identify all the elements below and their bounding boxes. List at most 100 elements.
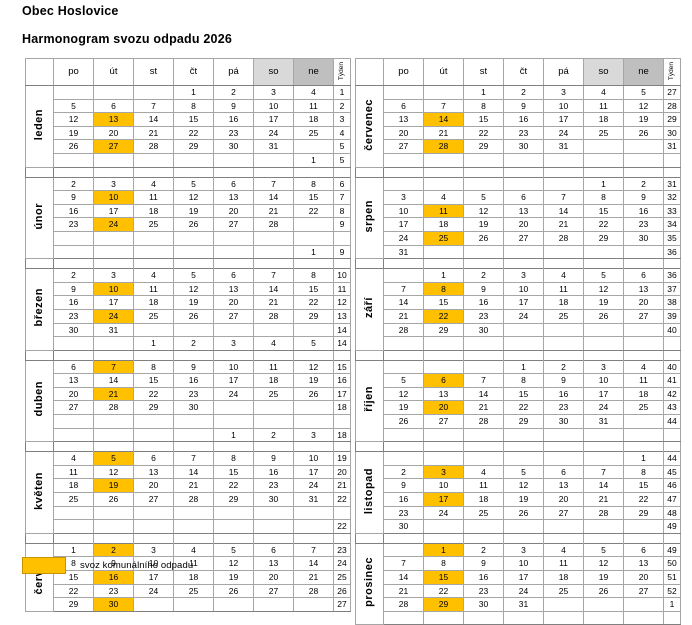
day-cell[interactable]: 29: [623, 505, 664, 521]
day-cell[interactable]: 3: [293, 427, 334, 443]
day-cell[interactable]: 28: [543, 230, 584, 246]
day-cell[interactable]: 9: [623, 190, 664, 205]
day-cell[interactable]: 21: [253, 203, 294, 219]
day-cell[interactable]: 25: [463, 505, 504, 521]
day-cell[interactable]: 1: [623, 451, 664, 466]
day-cell[interactable]: 6: [623, 542, 664, 558]
day-cell[interactable]: 10: [583, 373, 624, 388]
day-cell[interactable]: 10: [383, 203, 424, 219]
day-cell[interactable]: 5: [623, 85, 664, 100]
day-cell[interactable]: 3: [583, 359, 624, 375]
day-cell[interactable]: 10: [93, 190, 134, 205]
day-cell[interactable]: 31: [583, 414, 624, 429]
day-cell[interactable]: 4: [53, 451, 94, 466]
day-cell[interactable]: 27: [53, 400, 94, 416]
day-cell[interactable]: 24: [253, 125, 294, 141]
day-cell[interactable]: 31: [93, 322, 134, 338]
day-cell[interactable]: 14: [253, 190, 294, 205]
day-cell[interactable]: 16: [543, 386, 584, 402]
day-cell[interactable]: 20: [253, 570, 294, 585]
day-cell[interactable]: 8: [423, 556, 464, 571]
day-cell[interactable]: 26: [53, 139, 94, 154]
day-cell[interactable]: 13: [213, 190, 254, 205]
day-cell[interactable]: 31: [293, 492, 334, 507]
day-cell[interactable]: 12: [93, 464, 134, 480]
day-cell[interactable]: 19: [503, 492, 544, 507]
day-cell[interactable]: 20: [623, 570, 664, 585]
day-cell[interactable]: 9: [173, 359, 214, 375]
day-cell[interactable]: 16: [253, 464, 294, 480]
day-cell[interactable]: 9: [503, 98, 544, 114]
day-cell[interactable]: 13: [503, 203, 544, 219]
day-cell[interactable]: 15: [293, 190, 334, 205]
day-cell[interactable]: 15: [583, 203, 624, 219]
day-cell[interactable]: 21: [133, 125, 174, 141]
day-cell[interactable]: 13: [623, 556, 664, 571]
day-cell[interactable]: 5: [293, 336, 334, 351]
day-cell[interactable]: 20: [423, 400, 464, 416]
day-cell[interactable]: 17: [543, 112, 584, 127]
day-cell[interactable]: 19: [213, 570, 254, 585]
day-cell[interactable]: 21: [583, 492, 624, 507]
day-cell[interactable]: 6: [383, 98, 424, 114]
day-cell[interactable]: 30: [173, 400, 214, 416]
day-cell[interactable]: 26: [383, 414, 424, 429]
day-cell[interactable]: 5: [583, 542, 624, 558]
day-cell[interactable]: 26: [293, 386, 334, 402]
day-cell[interactable]: 27: [213, 217, 254, 232]
day-cell[interactable]: 22: [173, 125, 214, 141]
day-cell[interactable]: 16: [173, 373, 214, 388]
day-cell[interactable]: 23: [253, 478, 294, 494]
day-cell[interactable]: 21: [543, 217, 584, 232]
day-cell[interactable]: 23: [173, 386, 214, 402]
day-cell[interactable]: 24: [583, 400, 624, 416]
day-cell[interactable]: 13: [93, 112, 134, 127]
day-cell[interactable]: 8: [293, 268, 334, 283]
day-cell[interactable]: 29: [293, 308, 334, 324]
day-cell[interactable]: 2: [383, 464, 424, 480]
day-cell[interactable]: 28: [383, 597, 424, 612]
day-cell[interactable]: 23: [53, 308, 94, 324]
day-cell[interactable]: 20: [623, 295, 664, 310]
day-cell[interactable]: 30: [383, 519, 424, 534]
day-cell[interactable]: 30: [93, 597, 134, 612]
day-cell[interactable]: 5: [93, 451, 134, 466]
day-cell[interactable]: 7: [133, 98, 174, 114]
day-cell[interactable]: 14: [93, 373, 134, 388]
day-cell[interactable]: 23: [623, 217, 664, 232]
day-cell[interactable]: 12: [213, 556, 254, 571]
day-cell[interactable]: 12: [173, 281, 214, 297]
day-cell[interactable]: 11: [133, 281, 174, 297]
day-cell[interactable]: 3: [213, 336, 254, 351]
day-cell[interactable]: 25: [623, 400, 664, 416]
day-cell[interactable]: 12: [53, 112, 94, 127]
day-cell[interactable]: 23: [543, 400, 584, 416]
day-cell[interactable]: 19: [463, 217, 504, 232]
day-cell[interactable]: 1: [213, 427, 254, 443]
day-cell[interactable]: 2: [463, 268, 504, 283]
day-cell[interactable]: 10: [503, 281, 544, 297]
day-cell[interactable]: 22: [583, 217, 624, 232]
day-cell[interactable]: 8: [623, 464, 664, 480]
day-cell[interactable]: 2: [503, 85, 544, 100]
day-cell[interactable]: 18: [583, 112, 624, 127]
day-cell[interactable]: 7: [423, 98, 464, 114]
day-cell[interactable]: 17: [253, 112, 294, 127]
day-cell[interactable]: 5: [383, 373, 424, 388]
day-cell[interactable]: 11: [423, 203, 464, 219]
day-cell[interactable]: 22: [423, 308, 464, 324]
day-cell[interactable]: 17: [503, 295, 544, 310]
day-cell[interactable]: 29: [423, 322, 464, 338]
day-cell[interactable]: 3: [133, 542, 174, 558]
day-cell[interactable]: 28: [423, 139, 464, 154]
day-cell[interactable]: 16: [503, 112, 544, 127]
day-cell[interactable]: 11: [543, 556, 584, 571]
day-cell[interactable]: 4: [253, 336, 294, 351]
day-cell[interactable]: 26: [463, 230, 504, 246]
day-cell[interactable]: 11: [623, 373, 664, 388]
day-cell[interactable]: 15: [423, 570, 464, 585]
day-cell[interactable]: 1: [173, 85, 214, 100]
day-cell[interactable]: 5: [173, 176, 214, 192]
day-cell[interactable]: 2: [253, 427, 294, 443]
day-cell[interactable]: 13: [383, 112, 424, 127]
